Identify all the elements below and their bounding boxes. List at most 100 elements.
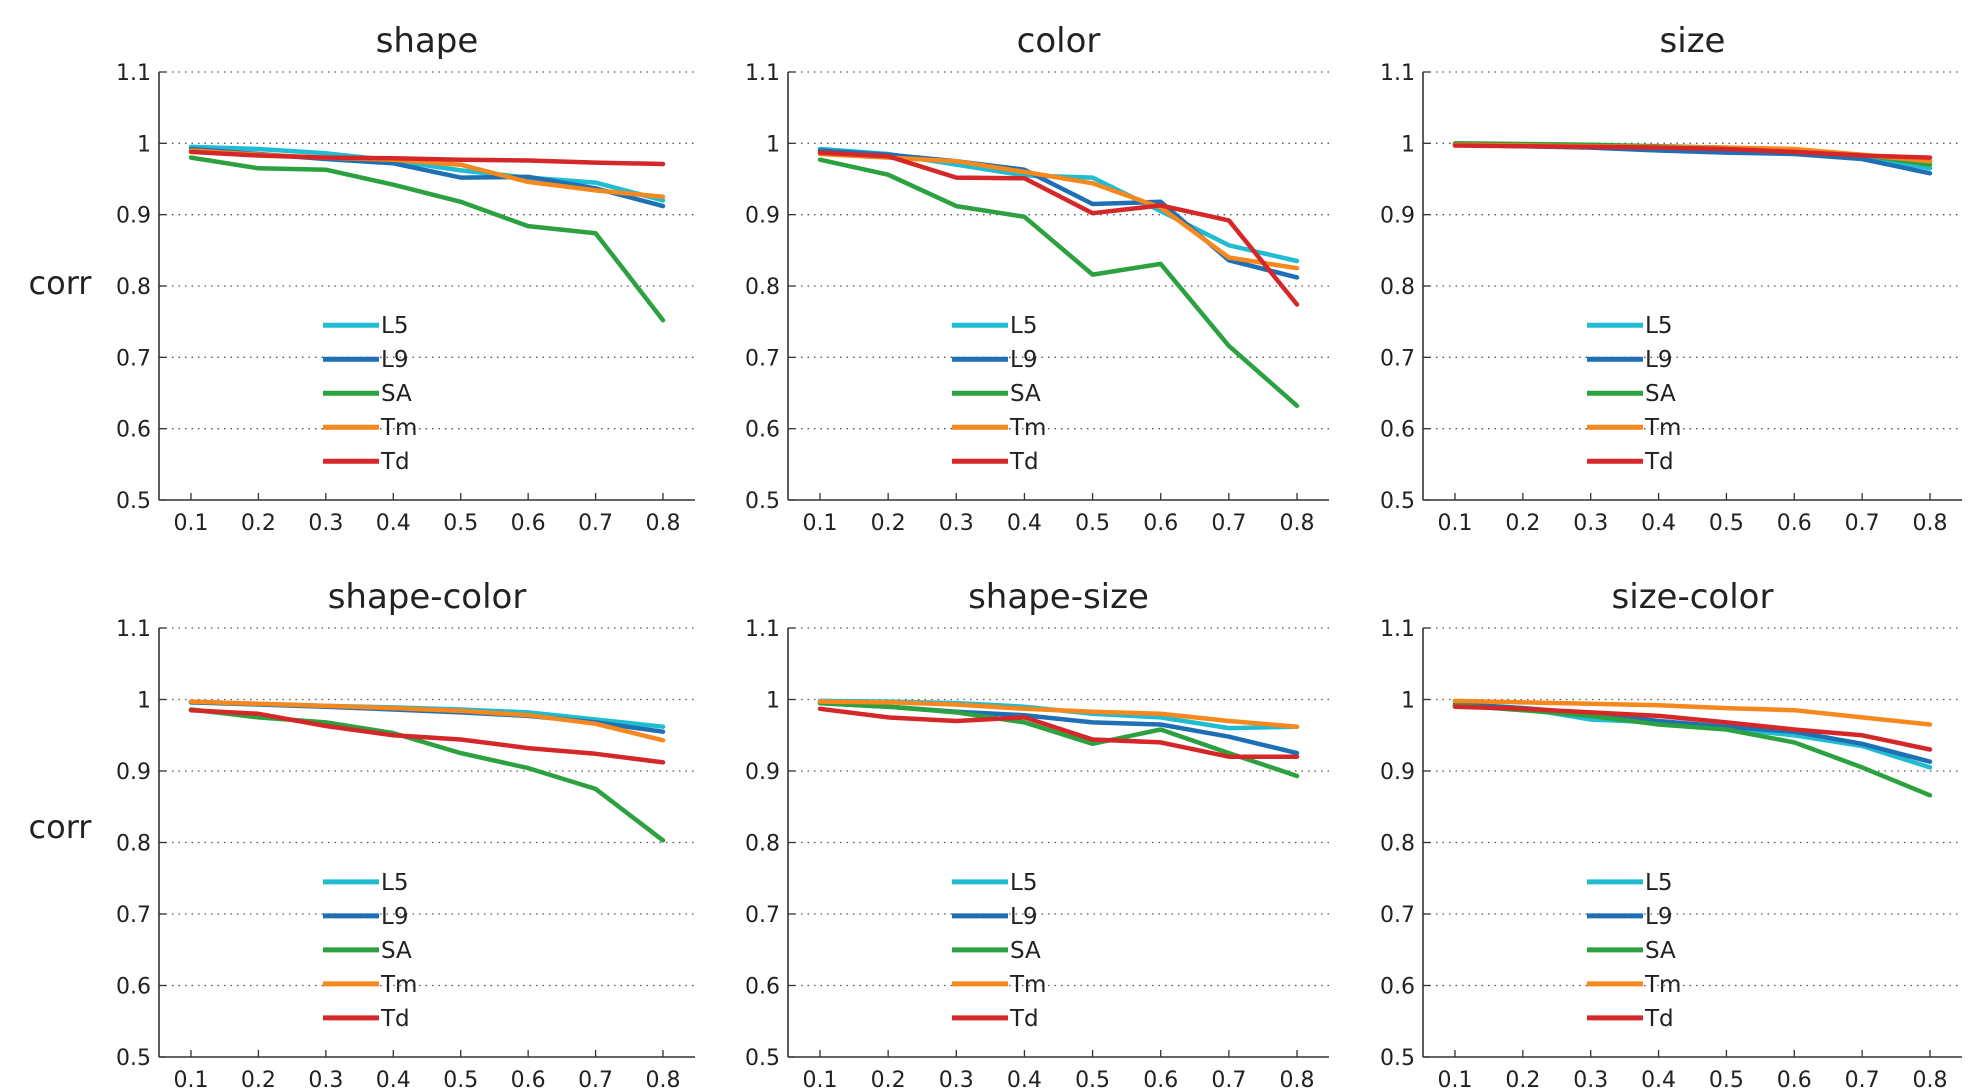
chart-title: shape-color (328, 577, 527, 617)
x-tick-label: 0.1 (1438, 511, 1473, 536)
chart-title: size-color (1612, 577, 1774, 617)
x-tick-label: 0.2 (241, 511, 276, 536)
x-tick-label: 0.5 (1709, 1068, 1744, 1090)
series-line-sa (188, 707, 666, 843)
legend: L5 L9 SA Tm Td (323, 870, 417, 1032)
legend-label: Td (1009, 1006, 1039, 1032)
legend-label: L9 (1645, 347, 1672, 373)
x-tick-label: 0.8 (1913, 511, 1948, 536)
chart-title: shape-size (968, 577, 1149, 617)
chart-panel: shape 0.5 0.6 0.7 0.8 0.9 1 1.1 0.1 0.2 0.3 0.4 0.5 0… (116, 21, 695, 536)
x-tick-label: 0.2 (1505, 1068, 1540, 1090)
legend-label: Td (1009, 449, 1039, 475)
x-tick-label: 0.3 (308, 511, 343, 536)
y-tick-label: 0.9 (1380, 204, 1415, 229)
x-tick-label: 0.1 (1438, 1068, 1473, 1090)
y-tick-label: 0.5 (116, 1046, 151, 1071)
legend-label: SA (1645, 381, 1676, 407)
chart-title: shape (376, 21, 479, 61)
y-tick-label: 1.1 (116, 617, 151, 642)
x-tick-label: 0.6 (1143, 511, 1178, 536)
x-tick-label: 0.8 (646, 511, 681, 536)
y-tick-label: 0.9 (116, 760, 151, 785)
y-tick-label: 0.9 (1380, 760, 1415, 785)
x-tick-label: 0.6 (511, 1068, 546, 1090)
legend: L5 L9 SA Tm Td (1587, 313, 1681, 475)
y-tick-label: 0.8 (116, 832, 151, 857)
y-tick-label: 0.9 (745, 204, 780, 229)
legend-label: L5 (1645, 870, 1672, 896)
y-tick-label: 1 (137, 689, 151, 714)
y-tick-label: 0.8 (745, 832, 780, 857)
x-tick-label: 0.7 (1211, 511, 1246, 536)
legend-label: L9 (381, 904, 408, 930)
legend-label: Td (380, 1006, 410, 1032)
x-tick-label: 0.6 (1777, 1068, 1812, 1090)
series-line-td (188, 149, 666, 167)
legend-label: L9 (1010, 904, 1037, 930)
x-tick-label: 0.4 (376, 1068, 411, 1090)
x-tick-label: 0.1 (174, 511, 209, 536)
x-tick-label: 0.5 (443, 1068, 478, 1090)
legend-label: Td (380, 449, 410, 475)
legend-label: L5 (1645, 313, 1672, 339)
y-tick-label: 0.9 (116, 204, 151, 229)
x-tick-label: 0.3 (1573, 511, 1608, 536)
y-tick-label: 0.8 (1380, 275, 1415, 300)
legend-label: L5 (1010, 870, 1037, 896)
y-tick-label: 1.1 (1380, 617, 1415, 642)
y-tick-label: 0.8 (116, 275, 151, 300)
x-tick-label: 0.4 (1641, 1068, 1676, 1090)
legend-label: Td (1644, 1006, 1674, 1032)
x-tick-label: 0.7 (1845, 511, 1880, 536)
y-tick-label: 1.1 (745, 61, 780, 86)
legend-label: Tm (1009, 972, 1046, 998)
chart-panel: color 0.5 0.6 0.7 0.8 0.9 1 1.1 0.1 0.2 0.3 0.4 0.5 0… (745, 21, 1329, 536)
y-tick-label: 0.8 (1380, 832, 1415, 857)
series-line-tm (188, 699, 666, 743)
x-tick-label: 0.1 (803, 511, 838, 536)
x-tick-label: 0.7 (578, 1068, 613, 1090)
y-tick-label: 0.7 (116, 346, 151, 371)
legend-label: Td (1644, 449, 1674, 475)
chart-title: color (1017, 21, 1101, 61)
chart-panel: size-color 0.5 0.6 0.7 0.8 0.9 1 1.1 0.1 0.2 0.3 0.… (1380, 577, 1962, 1090)
x-tick-label: 0.4 (1641, 511, 1676, 536)
series-line-l5 (188, 144, 666, 203)
y-tick-label: 0.8 (745, 275, 780, 300)
x-tick-label: 0.2 (871, 1068, 906, 1090)
y-tick-label: 0.7 (1380, 903, 1415, 928)
legend-label: Tm (1644, 972, 1681, 998)
legend-label: L5 (381, 313, 408, 339)
x-tick-label: 0.2 (241, 1068, 276, 1090)
row-ylabel-top: corr (29, 264, 93, 302)
y-tick-label: 0.7 (745, 903, 780, 928)
y-tick-label: 0.5 (745, 1046, 780, 1071)
x-tick-label: 0.8 (646, 1068, 681, 1090)
legend-label: Tm (1009, 415, 1046, 441)
legend: L5 L9 SA Tm Td (323, 313, 417, 475)
x-tick-label: 0.7 (1845, 1068, 1880, 1090)
series-line-td (188, 707, 666, 765)
x-tick-label: 0.2 (1505, 511, 1540, 536)
x-tick-label: 0.5 (1075, 511, 1110, 536)
series-line-sa (817, 700, 1300, 779)
legend-label: L9 (1010, 347, 1037, 373)
legend-label: Tm (1644, 415, 1681, 441)
y-tick-label: 1 (1401, 689, 1415, 714)
legend-label: L5 (1010, 313, 1037, 339)
legend: L5 L9 SA Tm Td (952, 870, 1046, 1032)
chart-panel: shape-color 0.5 0.6 0.7 0.8 0.9 1 1.1 0.1 0.2 0.3 0… (116, 577, 695, 1090)
legend-label: SA (381, 381, 412, 407)
row-ylabel-bottom: corr (29, 808, 93, 846)
y-tick-label: 0.6 (1380, 418, 1415, 443)
y-tick-label: 0.7 (1380, 346, 1415, 371)
x-tick-label: 0.3 (1573, 1068, 1608, 1090)
legend-label: SA (1010, 938, 1041, 964)
series-line-td (1452, 704, 1933, 752)
x-tick-label: 0.4 (1007, 511, 1042, 536)
y-tick-label: 0.5 (1380, 1046, 1415, 1071)
x-tick-label: 0.7 (578, 511, 613, 536)
x-tick-label: 0.2 (871, 511, 906, 536)
